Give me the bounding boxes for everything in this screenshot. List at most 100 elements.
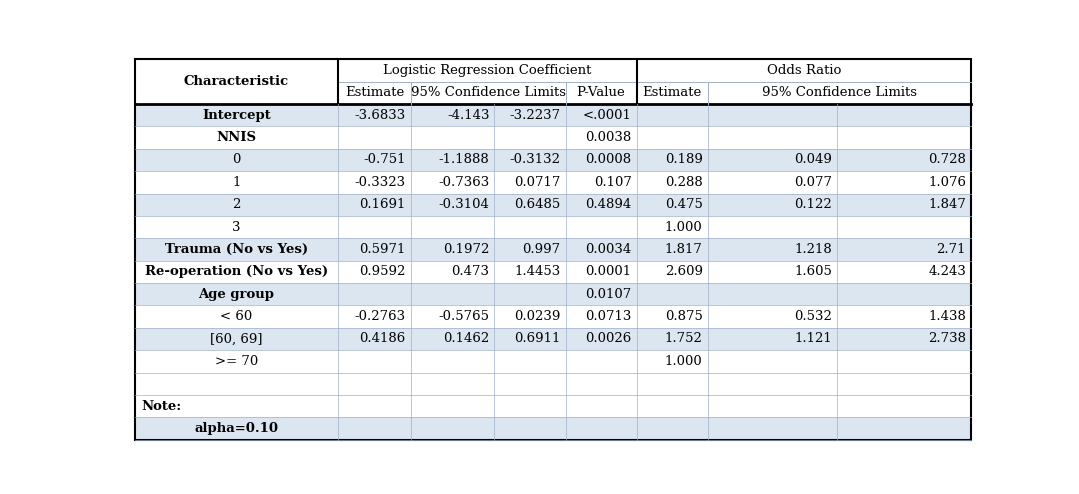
Text: NNIS: NNIS	[217, 131, 257, 144]
Text: 0.122: 0.122	[794, 198, 832, 211]
Text: 0.0713: 0.0713	[585, 310, 631, 323]
Text: -0.5765: -0.5765	[438, 310, 490, 323]
Text: 0.532: 0.532	[794, 310, 832, 323]
Text: Estimate: Estimate	[345, 86, 404, 99]
Text: 0.0107: 0.0107	[585, 288, 631, 301]
Text: 0.997: 0.997	[522, 243, 560, 256]
Text: Logistic Regression Coefficient: Logistic Regression Coefficient	[383, 64, 591, 77]
Text: 1.752: 1.752	[665, 332, 702, 345]
Text: 2: 2	[232, 198, 241, 211]
Text: -0.751: -0.751	[364, 154, 406, 166]
Text: 0.0239: 0.0239	[514, 310, 560, 323]
Text: 4.243: 4.243	[928, 265, 966, 278]
Text: Odds Ratio: Odds Ratio	[767, 64, 841, 77]
Text: 1.817: 1.817	[665, 243, 702, 256]
Text: 0.0001: 0.0001	[586, 265, 631, 278]
Text: 1.000: 1.000	[665, 221, 702, 234]
Text: 0.4894: 0.4894	[585, 198, 631, 211]
Bar	[135, 305, 971, 328]
Bar	[637, 59, 971, 82]
Text: Trauma (No vs Yes): Trauma (No vs Yes)	[165, 243, 308, 256]
Bar	[135, 149, 971, 171]
Text: 1.847: 1.847	[928, 198, 966, 211]
Text: alpha=0.10: alpha=0.10	[194, 422, 278, 435]
Text: Age group: Age group	[199, 288, 274, 301]
Text: 2.71: 2.71	[937, 243, 966, 256]
Bar	[708, 82, 971, 104]
Text: 95% Confidence Limits: 95% Confidence Limits	[411, 86, 565, 99]
Text: [60, 69]: [60, 69]	[210, 332, 262, 345]
Bar	[135, 261, 971, 283]
Text: 1: 1	[232, 176, 241, 189]
Bar	[135, 372, 971, 395]
Text: Characteristic: Characteristic	[183, 75, 289, 88]
Text: 0.1972: 0.1972	[443, 243, 490, 256]
Text: 1.605: 1.605	[794, 265, 832, 278]
Text: -3.6833: -3.6833	[355, 109, 406, 122]
Text: 0.875: 0.875	[665, 310, 702, 323]
Text: 1.121: 1.121	[794, 332, 832, 345]
Bar	[135, 395, 971, 417]
Text: 0.107: 0.107	[593, 176, 631, 189]
Text: 0.049: 0.049	[794, 154, 832, 166]
Text: 0.6911: 0.6911	[514, 332, 560, 345]
Text: 0.0038: 0.0038	[585, 131, 631, 144]
Bar	[135, 328, 971, 350]
Text: 0.0008: 0.0008	[586, 154, 631, 166]
Text: 0.728: 0.728	[928, 154, 966, 166]
Bar	[135, 104, 971, 126]
Text: 0.1462: 0.1462	[443, 332, 490, 345]
Text: 0.473: 0.473	[451, 265, 490, 278]
Text: Re-operation (No vs Yes): Re-operation (No vs Yes)	[145, 265, 328, 278]
Text: Intercept: Intercept	[202, 109, 271, 122]
Text: -0.3323: -0.3323	[355, 176, 406, 189]
Text: 0.1691: 0.1691	[359, 198, 406, 211]
Text: -0.2763: -0.2763	[355, 310, 406, 323]
Text: 2.609: 2.609	[665, 265, 702, 278]
Text: 1.000: 1.000	[665, 355, 702, 368]
Bar	[135, 216, 971, 238]
Text: 0.0034: 0.0034	[585, 243, 631, 256]
Bar	[135, 283, 971, 305]
Text: 0.5971: 0.5971	[359, 243, 406, 256]
Bar	[135, 171, 971, 194]
Text: 95% Confidence Limits: 95% Confidence Limits	[762, 86, 917, 99]
Bar	[565, 82, 637, 104]
Text: 1.076: 1.076	[928, 176, 966, 189]
Bar	[637, 82, 708, 104]
Text: 0.4186: 0.4186	[359, 332, 406, 345]
Text: 0.6485: 0.6485	[515, 198, 560, 211]
Text: 3: 3	[232, 221, 241, 234]
Text: < 60: < 60	[220, 310, 252, 323]
Text: 0.077: 0.077	[794, 176, 832, 189]
Text: -3.2237: -3.2237	[509, 109, 560, 122]
Text: 0.0026: 0.0026	[585, 332, 631, 345]
Bar	[135, 59, 338, 104]
Text: P-Value: P-Value	[576, 86, 626, 99]
Text: -1.1888: -1.1888	[439, 154, 490, 166]
Text: 0: 0	[232, 154, 241, 166]
Text: 0.189: 0.189	[665, 154, 702, 166]
Text: 0.475: 0.475	[665, 198, 702, 211]
Bar	[411, 82, 565, 104]
Bar	[135, 350, 971, 372]
Text: -0.3132: -0.3132	[509, 154, 560, 166]
Text: -0.3104: -0.3104	[438, 198, 490, 211]
Text: 2.738: 2.738	[928, 332, 966, 345]
Text: Note:: Note:	[141, 400, 182, 412]
Text: 1.438: 1.438	[928, 310, 966, 323]
Bar	[338, 59, 637, 82]
Text: 1.4453: 1.4453	[515, 265, 560, 278]
Text: Estimate: Estimate	[642, 86, 701, 99]
Bar	[135, 194, 971, 216]
Text: 0.9592: 0.9592	[359, 265, 406, 278]
Text: <.0001: <.0001	[583, 109, 631, 122]
Text: >= 70: >= 70	[215, 355, 258, 368]
Text: -0.7363: -0.7363	[438, 176, 490, 189]
Text: 0.288: 0.288	[665, 176, 702, 189]
Text: 0.0717: 0.0717	[514, 176, 560, 189]
Text: 1.218: 1.218	[794, 243, 832, 256]
Bar	[338, 82, 411, 104]
Bar	[135, 417, 971, 440]
Bar	[135, 238, 971, 261]
